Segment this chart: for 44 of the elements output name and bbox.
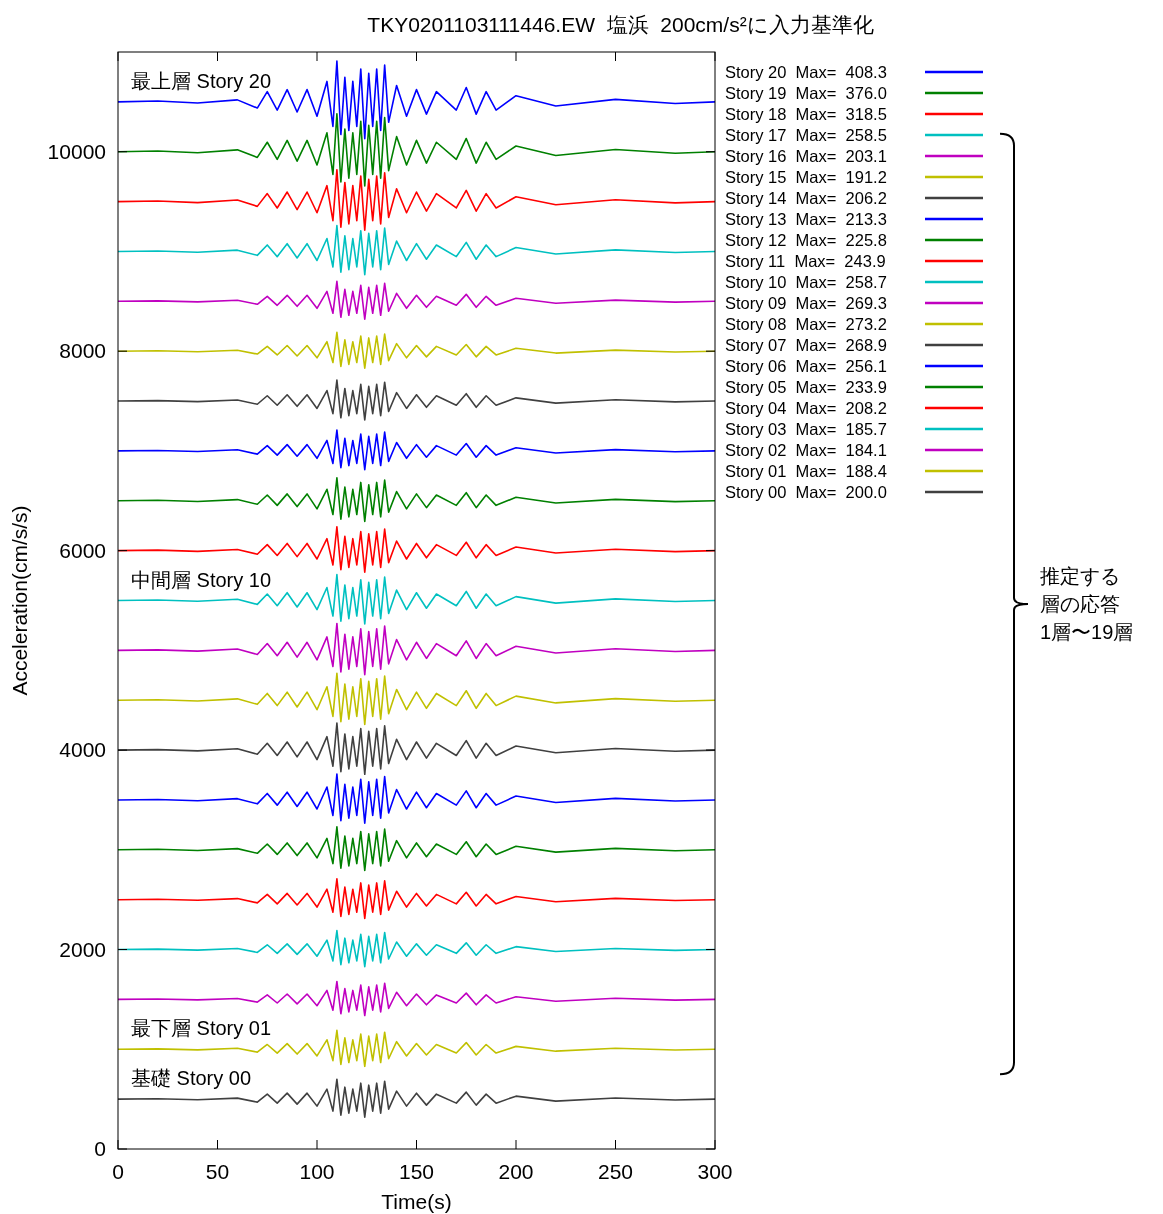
x-tick-label: 250: [597, 1160, 634, 1183]
annotation: 最下層 Story 01: [131, 1017, 272, 1040]
y-tick-label: 6000: [59, 538, 106, 562]
legend-label: Story 17 Max= 258.5: [725, 126, 887, 144]
x-tick-label: 150: [398, 1160, 435, 1183]
legend-label: Story 12 Max= 225.8: [725, 231, 887, 249]
legend-label: Story 00 Max= 200.0: [725, 483, 887, 501]
text: 1層〜19層: [1040, 621, 1134, 643]
legend-label: Story 10 Max= 258.7: [725, 273, 887, 291]
chart-title: TKY0201103111446.EW 塩浜 200cm/s²に入力基準化: [367, 13, 874, 36]
x-tick-label: 50: [205, 1160, 230, 1183]
legend-label: Story 03 Max= 185.7: [725, 420, 887, 438]
x-tick-label: 100: [299, 1160, 335, 1183]
legend-label: Story 14 Max= 206.2: [725, 189, 887, 207]
legend-label: Story 11 Max= 243.9: [725, 252, 886, 270]
x-axis-title: Time(s): [381, 1190, 452, 1213]
annotation: 基礎 Story 00: [131, 1067, 252, 1090]
legend-label: Story 09 Max= 269.3: [725, 294, 887, 312]
legend-label: Story 06 Max= 256.1: [725, 357, 887, 375]
legend-label: Story 15 Max= 191.2: [725, 168, 887, 186]
legend-label: Story 13 Max= 213.3: [725, 210, 887, 228]
x-tick-label: 300: [697, 1160, 733, 1183]
x-tick-label: 0: [112, 1160, 124, 1183]
y-tick-label: 8000: [59, 339, 106, 363]
legend-label: Story 18 Max= 318.5: [725, 105, 887, 123]
legend-label: Story 07 Max= 268.9: [725, 336, 887, 354]
y-tick-label: 4000: [59, 738, 106, 762]
y-tick-label: 10000: [47, 139, 106, 163]
text: 層の応答: [1040, 593, 1120, 615]
annotation: 中間層 Story 10: [131, 568, 272, 591]
legend-label: Story 02 Max= 184.1: [725, 441, 887, 459]
legend-label: Story 16 Max= 203.1: [725, 147, 887, 165]
y-tick-label: 0: [94, 1137, 106, 1160]
legend-label: Story 19 Max= 376.0: [725, 84, 887, 102]
legend-label: Story 01 Max= 188.4: [725, 462, 887, 480]
text: 推定する: [1040, 565, 1120, 587]
y-axis-title: Acceleration(cm/s/s): [8, 505, 31, 696]
y-tick-label: 2000: [59, 937, 106, 961]
x-tick-label: 200: [498, 1160, 534, 1183]
legend-label: Story 05 Max= 233.9: [725, 378, 887, 396]
legend-label: Story 20 Max= 408.3: [725, 63, 887, 81]
legend-label: Story 08 Max= 273.2: [725, 315, 887, 333]
legend-label: Story 04 Max= 208.2: [725, 399, 887, 417]
annotation: 最上層 Story 20: [131, 69, 272, 92]
